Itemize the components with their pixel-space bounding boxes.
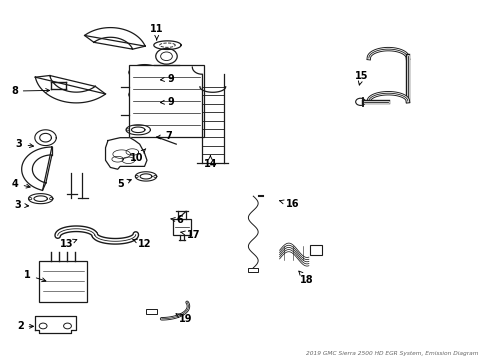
Circle shape — [156, 48, 177, 64]
Text: 1: 1 — [24, 270, 46, 282]
Text: 13: 13 — [60, 239, 77, 249]
Polygon shape — [35, 316, 76, 333]
Polygon shape — [105, 138, 147, 169]
Text: 3: 3 — [16, 139, 34, 149]
Text: 18: 18 — [298, 271, 313, 285]
Text: 14: 14 — [203, 156, 217, 169]
Text: 2019 GMC Sierra 2500 HD EGR System, Emission Diagram: 2019 GMC Sierra 2500 HD EGR System, Emis… — [305, 351, 478, 356]
Bar — [146, 309, 157, 314]
Text: 8: 8 — [11, 86, 49, 96]
Bar — [39, 261, 87, 302]
Bar — [128, 65, 204, 137]
Text: 10: 10 — [129, 149, 145, 163]
Text: 19: 19 — [176, 314, 192, 324]
Text: 16: 16 — [279, 199, 299, 210]
Polygon shape — [35, 76, 105, 103]
Text: 6: 6 — [171, 215, 183, 225]
Polygon shape — [84, 28, 145, 49]
Text: 12: 12 — [132, 239, 151, 249]
Text: 5: 5 — [117, 179, 131, 189]
Text: 4: 4 — [12, 179, 30, 189]
Text: 7: 7 — [156, 131, 172, 141]
Polygon shape — [21, 147, 52, 190]
Text: 3: 3 — [14, 200, 29, 210]
Text: 9: 9 — [160, 74, 173, 84]
Text: 2: 2 — [17, 321, 33, 331]
Bar — [172, 219, 191, 235]
Bar — [309, 244, 322, 255]
Text: 9: 9 — [160, 97, 173, 107]
Text: 17: 17 — [181, 230, 200, 239]
Text: 15: 15 — [354, 71, 367, 85]
Bar — [248, 268, 258, 272]
Text: 11: 11 — [150, 24, 163, 40]
